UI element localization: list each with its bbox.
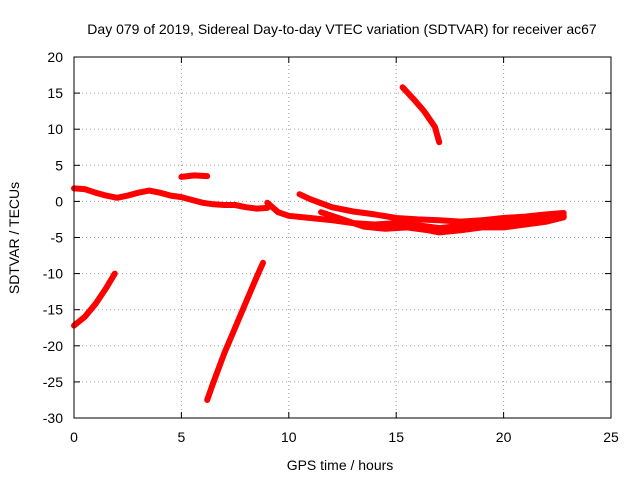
y-tick-label: 20	[47, 49, 63, 65]
axis-ticks: 0 5 10 15 20 25 -30 -25 -20 -15 -10 -5 0 5 10 15 20	[43, 49, 619, 445]
series-line-7	[318, 209, 567, 236]
series-line-3	[178, 172, 211, 180]
y-tick-label: 0	[55, 193, 63, 209]
x-tick-label: 5	[178, 429, 186, 445]
series-line-6	[296, 191, 567, 225]
y-tick-label: -5	[51, 230, 64, 246]
y-tick-label: 10	[47, 121, 63, 137]
x-tick-label: 20	[496, 429, 512, 445]
y-axis-label: SDTVAR / TECUs	[6, 182, 22, 294]
chart-title: Day 079 of 2019, Sidereal Day-to-day VTE…	[87, 21, 597, 37]
plot-series	[71, 84, 567, 403]
y-tick-label: -15	[43, 302, 63, 318]
series-line-8	[399, 84, 443, 146]
x-tick-label: 0	[70, 429, 78, 445]
y-tick-label: -10	[43, 266, 63, 282]
y-tick-label: -20	[43, 338, 63, 354]
series-line-5	[264, 199, 567, 232]
x-tick-label: 25	[603, 429, 619, 445]
y-tick-label: -30	[43, 410, 63, 426]
x-axis-label: GPS time / hours	[287, 457, 394, 473]
x-tick-label: 15	[388, 429, 404, 445]
y-tick-label: 5	[55, 157, 63, 173]
y-tick-label: -25	[43, 374, 63, 390]
series-line-4	[204, 259, 266, 403]
y-tick-label: 15	[47, 85, 63, 101]
grid	[74, 57, 611, 418]
x-tick-label: 10	[281, 429, 297, 445]
series-line-1	[71, 185, 271, 212]
series-line-2	[71, 270, 118, 329]
